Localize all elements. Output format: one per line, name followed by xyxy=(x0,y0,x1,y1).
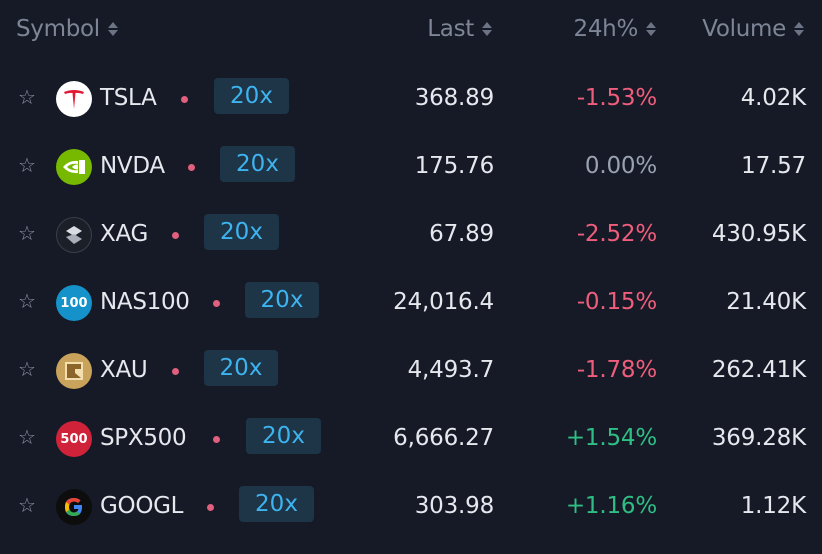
leverage-badge[interactable]: 20x xyxy=(214,78,289,114)
table-row[interactable]: ☆ TSLA 20x 368.89 -1.53% 4.02K xyxy=(0,65,822,133)
table-row[interactable]: ☆ GOOGL 20x 303.98 +1.16% 1.12K xyxy=(0,473,822,541)
table-row[interactable]: ☆ 100 NAS100 20x 24,016.4 -0.15% 21.40K xyxy=(0,269,822,337)
symbol-label: GOOGL xyxy=(100,493,184,519)
leverage-badge[interactable]: 20x xyxy=(246,418,321,454)
status-dot xyxy=(207,504,214,511)
volume-value: 4.02K xyxy=(740,85,806,111)
star-icon[interactable]: ☆ xyxy=(18,85,36,109)
last-header-label: Last xyxy=(427,16,474,42)
last-price: 303.98 xyxy=(414,493,494,519)
symbol-header-label: Symbol xyxy=(16,16,100,42)
change-percent: -1.78% xyxy=(576,357,657,383)
status-dot xyxy=(188,164,195,171)
star-icon[interactable]: ☆ xyxy=(18,153,36,177)
change-percent: +1.16% xyxy=(565,493,657,519)
symbol-column-header[interactable]: Symbol xyxy=(16,14,118,44)
leverage-badge[interactable]: 20x xyxy=(204,214,279,250)
tesla-logo-icon xyxy=(56,81,92,117)
last-column-header[interactable]: Last xyxy=(427,14,492,44)
spx500-logo-text: 500 xyxy=(60,431,88,447)
symbol-label: SPX500 xyxy=(100,425,187,451)
volume-value: 262.41K xyxy=(711,357,806,383)
last-price: 24,016.4 xyxy=(393,289,494,315)
change-percent: -0.15% xyxy=(576,289,657,315)
status-dot xyxy=(213,300,220,307)
last-price: 6,666.27 xyxy=(393,425,494,451)
symbol-label: NAS100 xyxy=(100,289,190,315)
change-percent: -1.53% xyxy=(576,85,657,111)
leverage-badge[interactable]: 20x xyxy=(245,282,319,318)
change-column-header[interactable]: 24h% xyxy=(573,14,656,44)
last-price: 368.89 xyxy=(414,85,494,111)
star-icon[interactable]: ☆ xyxy=(18,289,36,313)
volume-column-header[interactable]: Volume xyxy=(702,14,804,44)
nvidia-logo-icon xyxy=(56,149,92,185)
star-icon[interactable]: ☆ xyxy=(18,493,36,517)
sort-icon[interactable] xyxy=(107,21,118,37)
nas100-logo-icon: 100 xyxy=(56,285,92,321)
star-icon[interactable]: ☆ xyxy=(18,221,36,245)
status-dot xyxy=(181,96,188,103)
volume-value: 430.95K xyxy=(711,221,806,247)
table-row[interactable]: ☆ XAG 20x 67.89 -2.52% 430.95K xyxy=(0,201,822,269)
change-percent: -2.52% xyxy=(576,221,657,247)
status-dot xyxy=(172,368,179,375)
table-header: Symbol Last 24h% Volume xyxy=(0,0,822,58)
volume-value: 369.28K xyxy=(711,425,806,451)
gold-logo-icon xyxy=(56,353,92,389)
table-row[interactable]: ☆ 500 SPX500 20x 6,666.27 +1.54% 369.28K xyxy=(0,405,822,473)
sort-icon[interactable] xyxy=(482,21,492,37)
status-dot xyxy=(172,232,179,239)
change-header-label: 24h% xyxy=(573,16,639,42)
last-price: 67.89 xyxy=(429,221,494,247)
symbol-label: XAU xyxy=(100,357,148,383)
star-icon[interactable]: ☆ xyxy=(18,357,36,381)
leverage-badge[interactable]: 20x xyxy=(204,350,278,386)
last-price: 4,493.7 xyxy=(407,357,495,383)
volume-value: 21.40K xyxy=(726,289,806,315)
volume-header-label: Volume xyxy=(702,16,786,42)
sort-icon[interactable] xyxy=(794,21,804,37)
sort-icon[interactable] xyxy=(646,21,656,37)
symbol-label: XAG xyxy=(100,221,149,247)
volume-value: 1.12K xyxy=(740,493,806,519)
symbol-label: NVDA xyxy=(100,153,165,179)
volume-value: 17.57 xyxy=(741,153,806,179)
table-row[interactable]: ☆ NVDA 20x 175.76 0.00% 17.57 xyxy=(0,133,822,201)
silver-logo-icon xyxy=(56,217,92,253)
spx500-logo-icon: 500 xyxy=(56,421,92,457)
last-price: 175.76 xyxy=(414,153,494,179)
status-dot xyxy=(213,436,220,443)
google-logo-icon xyxy=(56,489,92,525)
leverage-badge[interactable]: 20x xyxy=(239,486,314,522)
leverage-badge[interactable]: 20x xyxy=(220,146,295,182)
table-row[interactable]: ☆ XAU 20x 4,493.7 -1.78% 262.41K xyxy=(0,337,822,405)
change-percent: +1.54% xyxy=(565,425,657,451)
star-icon[interactable]: ☆ xyxy=(18,425,36,449)
symbol-label: TSLA xyxy=(100,85,157,111)
nas100-logo-text: 100 xyxy=(60,295,88,311)
change-percent: 0.00% xyxy=(584,153,657,179)
